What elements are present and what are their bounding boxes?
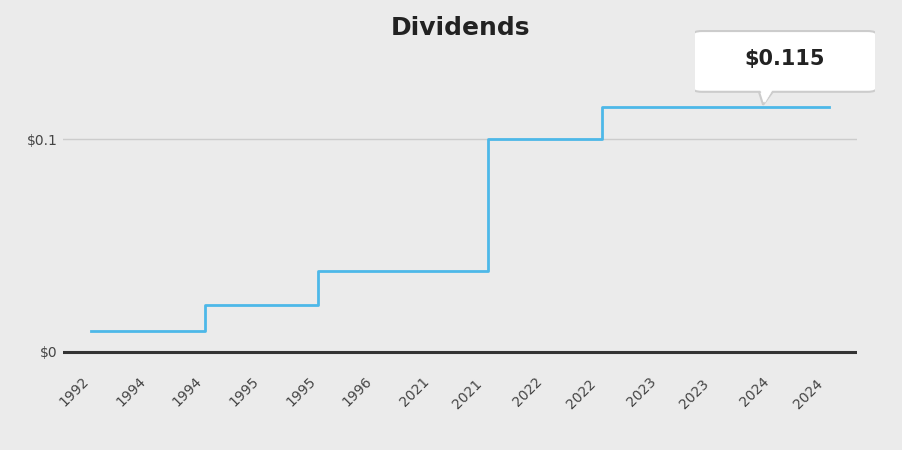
Title: Dividends: Dividends [391,16,529,40]
Polygon shape [758,88,776,105]
FancyBboxPatch shape [693,31,877,92]
Polygon shape [759,87,774,102]
Text: $0.115: $0.115 [744,50,825,69]
